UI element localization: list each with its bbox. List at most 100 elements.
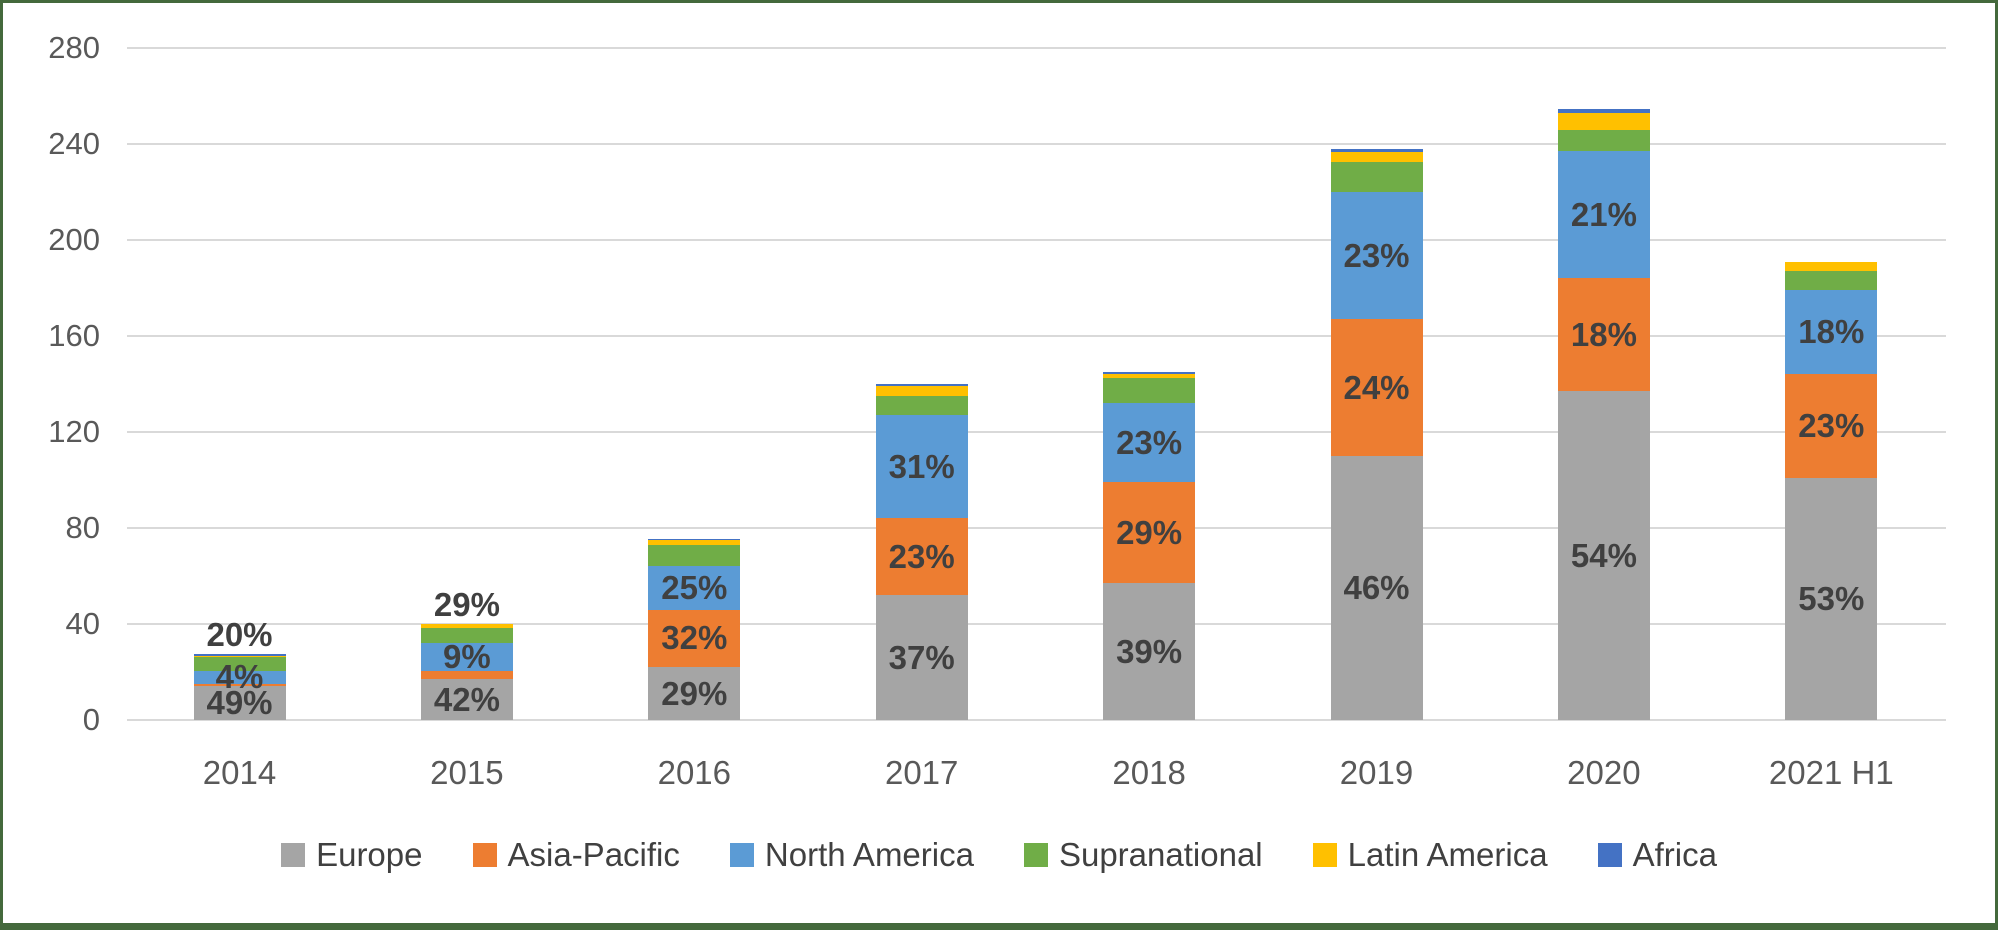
bar-2015 [420,624,513,720]
gridline-240 [127,143,1946,145]
bar-segment-asia-pacific [875,518,968,596]
bar-2014 [193,653,286,720]
bar-segment-supranational [875,396,968,416]
bar-segment-asia-pacific [1557,278,1650,392]
bar-segment-europe [1785,477,1878,720]
bar-segment-africa [1103,372,1196,375]
bar-segment-asia-pacific [193,683,286,687]
bar-segment-latin-america [1330,152,1423,162]
bar-data-label: 18% [1570,315,1637,353]
bar-data-label: 54% [1570,536,1637,574]
bar-segment-europe [1330,455,1423,720]
chart-legend: Europe Asia-Pacific North America Supranati… [0,836,1998,874]
legend-swatch-icon [472,843,497,867]
legend-item-latin-america: Latin America [1312,836,1548,874]
bar-segment-europe [193,686,286,720]
y-axis-tick-label: 80 [65,510,100,545]
bar-data-label: 29% [661,674,728,712]
legend-swatch-icon [281,843,306,867]
bar-segment-north-america [1330,191,1423,320]
x-axis-category-label: 2014 [202,754,277,791]
legend-label: Europe [316,836,423,873]
y-axis-tick-label: 240 [48,126,100,161]
bar-data-label: 32% [661,619,728,657]
bar-segment-supranational [648,544,741,567]
bar-2018 [1103,372,1196,720]
x-axis-category-label: 2019 [1339,754,1414,791]
bar-segment-europe [420,679,513,720]
frame-border-bottom [0,923,1998,930]
legend-swatch-icon [1312,843,1337,867]
bar-2021-h1 [1785,262,1878,720]
bar-segment-africa [1330,148,1423,153]
legend-swatch-icon [1023,843,1048,867]
bar-segment-latin-america [648,539,741,545]
bar-data-label: 42% [433,680,500,718]
bar-data-label: 25% [661,569,728,606]
bar-segment-europe [875,595,968,720]
frame-border-top [0,0,1998,3]
gridline-200 [127,239,1946,241]
bar-segment-asia-pacific [1785,374,1878,478]
gridline-0 [127,719,1946,721]
bar-segment-asia-pacific [648,609,741,668]
y-axis-tick-label: 0 [82,702,100,737]
x-axis-category-label: 2016 [657,754,732,791]
bar-segment-latin-america [1557,112,1650,130]
bar-segment-supranational [1785,271,1878,291]
bar-segment-africa [193,653,286,656]
y-axis-tick-label: 280 [48,30,100,65]
bar-segment-supranational [193,656,286,671]
bar-data-label: 29% [433,586,500,623]
bar-segment-latin-america [420,624,513,628]
bar-segment-north-america [648,566,741,610]
bar-segment-asia-pacific [1103,482,1196,584]
bar-segment-supranational [1103,378,1196,404]
bar-segment-asia-pacific [420,670,513,680]
bar-data-label: 23% [1116,423,1183,461]
gridline-280 [127,47,1946,49]
bar-data-label: 23% [888,537,955,575]
x-axis-category-label: 2017 [884,754,959,791]
legend-item-europe: Europe [281,836,423,874]
gridline-80 [127,527,1946,529]
bar-data-label: 18% [1798,313,1865,351]
legend-item-supranational: Supranational [1023,836,1263,874]
bar-segment-africa [875,384,968,387]
bar-data-label: 23% [1798,407,1865,444]
legend-swatch-icon [729,843,754,867]
bar-segment-latin-america [1785,262,1878,272]
bar-segment-latin-america [1103,374,1196,378]
bar-data-label: 37% [888,638,955,676]
bar-data-label: 49% [206,684,273,722]
frame-border-left [0,0,3,930]
legend-label: Africa [1632,836,1717,873]
bar-2016 [648,538,741,720]
x-axis-category-label: 2018 [1112,754,1186,791]
gridline-120 [127,431,1946,433]
bar-data-label: 9% [443,638,491,675]
frame-border-right [1995,0,1998,930]
bar-data-label: 4% [215,658,264,696]
bar-segment-supranational [1330,161,1423,192]
bar-segment-north-america [420,643,513,671]
bar-data-label: 46% [1343,569,1410,606]
bar-data-label: 23% [1343,236,1410,274]
bar-segment-latin-america [875,386,968,396]
bar-segment-europe [1557,391,1650,720]
bar-segment-africa [1557,109,1650,113]
bar-segment-supranational [420,627,513,644]
bar-data-label: 24% [1343,368,1410,406]
bar-segment-north-america [193,670,286,684]
y-axis-tick-label: 160 [48,318,100,353]
y-axis-tick-label: 200 [48,222,100,257]
gridline-160 [127,335,1946,337]
bar-data-label: 29% [1116,513,1183,551]
y-axis-tick-label: 120 [48,414,100,449]
legend-item-north-america: North America [729,836,974,874]
legend-label: Supranational [1058,836,1263,873]
bar-2019 [1330,148,1423,720]
bar-segment-north-america [1103,403,1196,483]
legend-swatch-icon [1597,843,1622,867]
bar-data-label: 20% [206,615,273,653]
